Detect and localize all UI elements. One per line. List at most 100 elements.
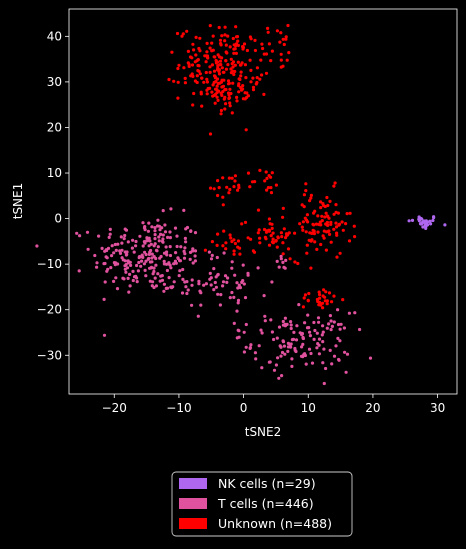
- scatter-point: [353, 235, 357, 239]
- scatter-point: [123, 267, 127, 271]
- scatter-point: [265, 176, 269, 180]
- scatter-point: [195, 80, 199, 85]
- scatter-point: [223, 39, 227, 43]
- scatter-point: [312, 337, 316, 341]
- scatter-point: [317, 290, 321, 294]
- scatter-point: [330, 324, 334, 328]
- scatter-point: [284, 35, 288, 39]
- scatter-point: [154, 263, 158, 267]
- scatter-point: [260, 73, 264, 77]
- scatter-point: [217, 72, 222, 76]
- scatter-point: [186, 49, 190, 54]
- scatter-point: [183, 246, 187, 250]
- scatter-point: [315, 247, 319, 251]
- scatter-point: [236, 245, 240, 249]
- scatter-point: [166, 262, 171, 266]
- scatter-point: [319, 206, 323, 210]
- scatter-point: [147, 236, 151, 240]
- scatter-point: [277, 325, 282, 329]
- scatter-point: [168, 230, 172, 234]
- scatter-point: [197, 282, 201, 286]
- scatter-point: [281, 339, 285, 343]
- scatter-point: [248, 346, 252, 350]
- scatter-point: [286, 247, 291, 251]
- scatter-point: [334, 225, 339, 229]
- scatter-point: [290, 357, 294, 361]
- scatter-point: [264, 52, 269, 56]
- scatter-point: [308, 330, 312, 334]
- scatter-point: [269, 175, 273, 179]
- scatter-point: [269, 234, 273, 238]
- scatter-point: [214, 58, 218, 63]
- scatter-point: [222, 70, 226, 74]
- scatter-point: [249, 68, 253, 72]
- scatter-point: [228, 187, 232, 192]
- scatter-point: [244, 76, 248, 80]
- scatter-point: [233, 63, 237, 67]
- scatter-point: [230, 260, 234, 264]
- scatter-point: [165, 268, 169, 273]
- scatter-point: [314, 222, 319, 226]
- scatter-point: [234, 25, 238, 29]
- scatter-point: [204, 60, 208, 64]
- scatter-point: [322, 229, 326, 233]
- scatter-point: [150, 225, 154, 229]
- scatter-point: [324, 222, 328, 226]
- scatter-point: [229, 91, 233, 96]
- scatter-point: [158, 256, 162, 260]
- scatter-point: [240, 61, 244, 65]
- scatter-point: [224, 50, 228, 54]
- scatter-point: [262, 92, 266, 96]
- scatter-point: [223, 95, 227, 99]
- scatter-point: [262, 294, 266, 298]
- scatter-point: [319, 200, 323, 204]
- scatter-point: [161, 209, 165, 213]
- scatter-point: [236, 188, 240, 192]
- scatter-point: [235, 95, 239, 99]
- scatter-point: [131, 238, 135, 242]
- scatter-point: [246, 236, 250, 240]
- scatter-point: [216, 98, 220, 102]
- scatter-point: [334, 221, 338, 225]
- scatter-point: [204, 70, 208, 75]
- scatter-point: [199, 291, 203, 295]
- scatter-point: [226, 79, 231, 83]
- scatter-point: [188, 257, 192, 261]
- scatter-point: [277, 265, 281, 269]
- scatter-point: [266, 30, 270, 34]
- scatter-point: [344, 370, 348, 374]
- scatter-point: [324, 366, 328, 371]
- scatter-point: [261, 46, 265, 51]
- scatter-point: [253, 48, 257, 53]
- scatter-point: [172, 262, 176, 266]
- scatter-point: [342, 326, 346, 330]
- scatter-point: [274, 363, 278, 367]
- scatter-point: [424, 226, 428, 230]
- scatter-point: [217, 25, 221, 30]
- scatter-point: [135, 280, 139, 284]
- scatter-point: [219, 293, 223, 297]
- scatter-point: [317, 343, 321, 347]
- scatter-point: [174, 251, 178, 255]
- scatter-point: [296, 261, 300, 266]
- scatter-point: [312, 232, 316, 236]
- scatter-point: [154, 256, 158, 261]
- scatter-point: [288, 257, 292, 261]
- scatter-point: [210, 41, 214, 45]
- scatter-point: [339, 322, 343, 326]
- scatter-point: [93, 253, 97, 258]
- scatter-point: [286, 345, 290, 349]
- scatter-point: [215, 77, 220, 81]
- scatter-point: [215, 91, 219, 95]
- scatter-point: [237, 185, 241, 190]
- scatter-point: [285, 58, 289, 62]
- scatter-point: [421, 225, 425, 229]
- scatter-point: [302, 296, 306, 300]
- scatter-point: [294, 338, 299, 342]
- series-2-points: [167, 23, 357, 310]
- scatter-point: [308, 199, 312, 203]
- scatter-point: [248, 35, 252, 39]
- scatter-point: [152, 266, 156, 270]
- scatter-point: [249, 80, 253, 84]
- scatter-point: [95, 261, 99, 265]
